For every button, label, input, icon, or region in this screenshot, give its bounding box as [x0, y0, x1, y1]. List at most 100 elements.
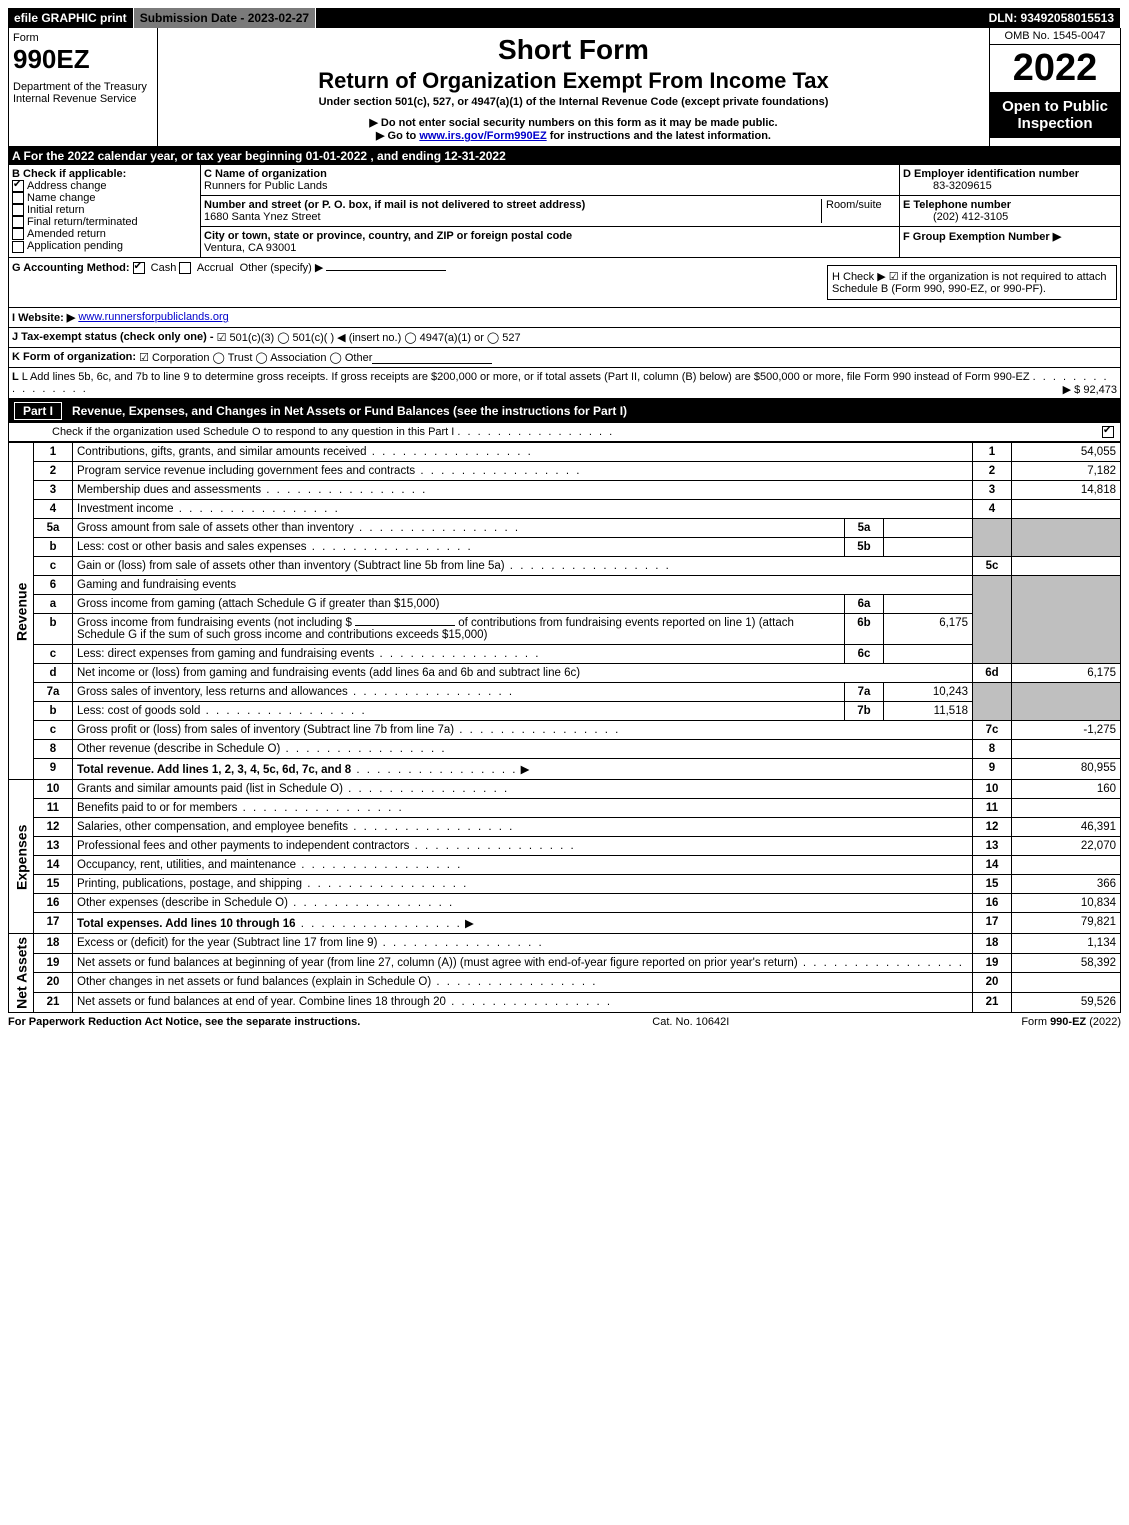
line-7a-subval: 10,243: [884, 683, 973, 702]
part-1-table: Revenue 1 Contributions, gifts, grants, …: [8, 442, 1121, 1013]
footer: For Paperwork Reduction Act Notice, see …: [8, 1013, 1121, 1031]
section-g: G Accounting Method: Cash Accrual Other …: [12, 261, 797, 304]
footer-right: Form 990-EZ (2022): [1021, 1016, 1121, 1028]
name-label: C Name of organization: [204, 168, 327, 180]
section-b: B Check if applicable: Address change Na…: [9, 165, 201, 257]
section-a-period: A For the 2022 calendar year, or tax yea…: [8, 147, 1121, 165]
line-13-amount: 22,070: [1012, 837, 1121, 856]
line-6b-subval: 6,175: [884, 614, 973, 645]
tax-year: 2022: [990, 45, 1120, 92]
ein-value: 83-3209615: [903, 180, 992, 192]
line-7c-amount: -1,275: [1012, 721, 1121, 740]
org-street: 1680 Santa Ynez Street: [204, 211, 321, 223]
part-1-check: Check if the organization used Schedule …: [8, 423, 1121, 442]
accounting-label: G Accounting Method:: [12, 262, 130, 274]
section-c: C Name of organization Runners for Publi…: [201, 165, 899, 257]
phone-value: (202) 412-3105: [903, 211, 1008, 223]
title-short-form: Short Form: [162, 34, 985, 66]
phone-label: E Telephone number: [903, 199, 1011, 211]
section-l: L L Add lines 5b, 6c, and 7b to line 9 t…: [8, 368, 1121, 399]
group-exemption-label: F Group Exemption Number ▶: [903, 231, 1061, 243]
city-label: City or town, state or province, country…: [204, 230, 572, 242]
footer-left: For Paperwork Reduction Act Notice, see …: [8, 1016, 360, 1028]
check-initial-return[interactable]: Initial return: [12, 204, 197, 216]
line-17-amount: 79,821: [1012, 913, 1121, 934]
check-amended-return[interactable]: Amended return: [12, 228, 197, 240]
line-19-amount: 58,392: [1012, 953, 1121, 973]
form-number: 990EZ: [13, 44, 153, 75]
line-4-amount: [1012, 500, 1121, 519]
street-label: Number and street (or P. O. box, if mail…: [204, 199, 585, 211]
part-1-header: Part I Revenue, Expenses, and Changes in…: [8, 399, 1121, 423]
omb-number: OMB No. 1545-0047: [990, 28, 1120, 45]
line-l-text: L Add lines 5b, 6c, and 7b to line 9 to …: [22, 371, 1030, 383]
checkbox-icon: [1102, 426, 1114, 438]
open-public: Open to Public Inspection: [990, 92, 1120, 138]
form-org-label: K Form of organization:: [12, 351, 136, 364]
line-21-amount: 59,526: [1012, 993, 1121, 1013]
line-16-amount: 10,834: [1012, 894, 1121, 913]
note-goto: ▶ Go to www.irs.gov/Form990EZ for instru…: [162, 129, 985, 142]
header-center: Short Form Return of Organization Exempt…: [158, 28, 989, 146]
note-ssn: ▶ Do not enter social security numbers o…: [162, 116, 985, 129]
checkbox-icon: [179, 262, 191, 274]
line-3-amount: 14,818: [1012, 481, 1121, 500]
section-j: J Tax-exempt status (check only one) - ☑…: [8, 328, 1121, 348]
dln-label: DLN: 93492058015513: [983, 8, 1121, 28]
revenue-side-label: Revenue: [9, 443, 34, 780]
net-assets-side-label: Net Assets: [9, 934, 34, 1013]
check-application-pending[interactable]: Application pending: [12, 240, 197, 252]
line-8-amount: [1012, 740, 1121, 759]
submission-date: Submission Date - 2023-02-27: [134, 8, 316, 28]
check-name-change[interactable]: Name change: [12, 192, 197, 204]
org-name: Runners for Public Lands: [204, 180, 328, 192]
line-2-amount: 7,182: [1012, 462, 1121, 481]
tax-exempt-label: J Tax-exempt status (check only one) -: [12, 331, 214, 344]
subtitle: Under section 501(c), 527, or 4947(a)(1)…: [162, 96, 985, 108]
ein-label: D Employer identification number: [903, 168, 1079, 180]
line-18-amount: 1,134: [1012, 934, 1121, 954]
form-label: Form: [13, 32, 153, 44]
checkbox-icon: [12, 241, 24, 253]
section-k: K Form of organization: ☑ Corporation ◯ …: [8, 348, 1121, 368]
checkbox-icon: [12, 180, 24, 192]
section-def: D Employer identification number 83-3209…: [899, 165, 1120, 257]
room-label: Room/suite: [826, 199, 882, 211]
dept-label: Department of the Treasury Internal Reve…: [13, 81, 153, 105]
section-b-label: B Check if applicable:: [12, 168, 197, 180]
header-left: Form 990EZ Department of the Treasury In…: [9, 28, 158, 146]
part-1-title: Revenue, Expenses, and Changes in Net As…: [72, 404, 627, 418]
section-h: H Check ▶ ☑ if the organization is not r…: [827, 265, 1117, 300]
form-header: Form 990EZ Department of the Treasury In…: [8, 28, 1121, 147]
section-i: I Website: ▶ www.runnersforpubliclands.o…: [8, 308, 1121, 328]
line-7b-subval: 11,518: [884, 702, 973, 721]
org-city: Ventura, CA 93001: [204, 242, 296, 254]
website-label: I Website: ▶: [12, 311, 75, 324]
efile-print-label[interactable]: efile GRAPHIC print: [8, 8, 134, 28]
checkbox-icon: [12, 216, 24, 228]
line-12-amount: 46,391: [1012, 818, 1121, 837]
form-org-options: ☑ Corporation ◯ Trust ◯ Association ◯ Ot…: [139, 351, 372, 364]
line-9-amount: 80,955: [1012, 759, 1121, 780]
line-10-amount: 160: [1012, 780, 1121, 799]
check-address-change[interactable]: Address change: [12, 180, 197, 192]
line-l-amount: ▶ $ 92,473: [1063, 383, 1117, 396]
checkbox-icon: [12, 204, 24, 216]
check-final-return[interactable]: Final return/terminated: [12, 216, 197, 228]
bc-block: B Check if applicable: Address change Na…: [8, 165, 1121, 258]
line-1-amount: 54,055: [1012, 443, 1121, 462]
website-link[interactable]: www.runnersforpubliclands.org: [78, 311, 228, 324]
title-return: Return of Organization Exempt From Incom…: [162, 68, 985, 94]
header-right: OMB No. 1545-0047 2022 Open to Public In…: [989, 28, 1120, 146]
gh-row: G Accounting Method: Cash Accrual Other …: [8, 258, 1121, 308]
tax-exempt-options: ☑ 501(c)(3) ◯ 501(c)( ) ◀ (insert no.) ◯…: [217, 331, 521, 344]
checkbox-icon: [133, 262, 145, 274]
line-15-amount: 366: [1012, 875, 1121, 894]
footer-center: Cat. No. 10642I: [652, 1016, 729, 1028]
checkbox-icon: [12, 228, 24, 240]
expenses-side-label: Expenses: [9, 780, 34, 934]
line-6d-amount: 6,175: [1012, 664, 1121, 683]
checkbox-icon: [12, 192, 24, 204]
top-bar: efile GRAPHIC print Submission Date - 20…: [8, 8, 1121, 28]
irs-link[interactable]: www.irs.gov/Form990EZ: [419, 130, 546, 142]
